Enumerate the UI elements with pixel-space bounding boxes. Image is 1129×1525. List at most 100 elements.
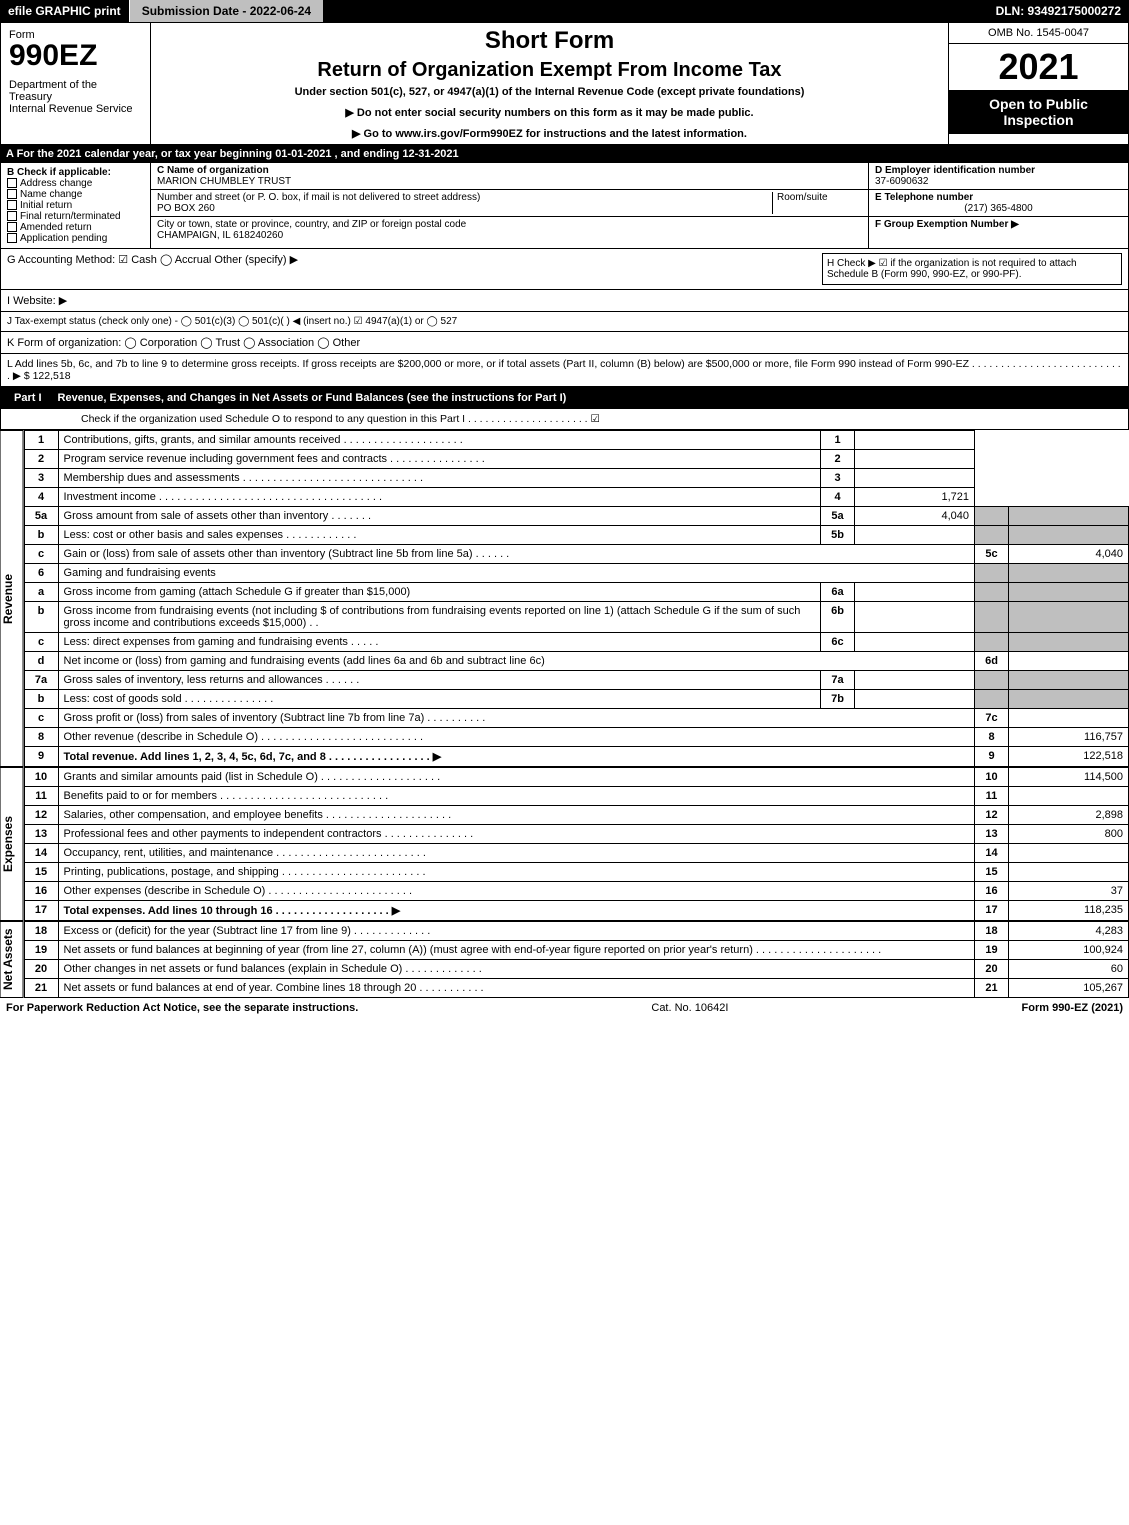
b-opt-0: Address change xyxy=(7,178,144,189)
line-text: Other revenue (describe in Schedule O) .… xyxy=(58,728,974,747)
line-text: Membership dues and assessments . . . . … xyxy=(58,469,820,488)
line-text: Salaries, other compensation, and employ… xyxy=(58,806,974,825)
col-b: B Check if applicable: Address change Na… xyxy=(1,163,151,248)
h-check: H Check ▶ ☑ if the organization is not r… xyxy=(822,253,1122,285)
table-row: 1Contributions, gifts, grants, and simil… xyxy=(24,431,1128,450)
part1-check: Check if the organization used Schedule … xyxy=(0,409,1129,430)
c-street-row: Number and street (or P. O. box, if mail… xyxy=(151,190,868,217)
b-opt-3-label: Final return/terminated xyxy=(20,211,121,222)
g-accounting: G Accounting Method: ☑ Cash ◯ Accrual Ot… xyxy=(7,253,822,285)
b-opt-1-label: Name change xyxy=(20,189,82,200)
street-label: Number and street (or P. O. box, if mail… xyxy=(157,192,480,203)
table-row: aGross income from gaming (attach Schedu… xyxy=(24,583,1128,602)
expenses-side: Expenses xyxy=(0,767,24,921)
table-row: cLess: direct expenses from gaming and f… xyxy=(24,633,1128,652)
form-header: Form 990EZ Department of the Treasury In… xyxy=(0,22,1129,145)
table-row: 8Other revenue (describe in Schedule O) … xyxy=(24,728,1128,747)
part1-header: Part I Revenue, Expenses, and Changes in… xyxy=(0,387,1129,409)
table-row: cGross profit or (loss) from sales of in… xyxy=(24,709,1128,728)
line-text: Less: cost of goods sold . . . . . . . .… xyxy=(58,690,820,709)
b-opt-5-label: Application pending xyxy=(20,233,107,244)
header-left: Form 990EZ Department of the Treasury In… xyxy=(1,23,151,144)
netassets-table: 18Excess or (deficit) for the year (Subt… xyxy=(24,921,1129,998)
line-text: Gross amount from sale of assets other t… xyxy=(64,510,372,522)
line-text: Excess or (deficit) for the year (Subtra… xyxy=(58,922,974,941)
part1-label: Part I xyxy=(6,390,50,406)
short-form-title: Short Form xyxy=(159,27,940,55)
expenses-section: Expenses 10Grants and similar amounts pa… xyxy=(0,767,1129,921)
line-text: Grants and similar amounts paid (list in… xyxy=(58,768,974,787)
f-label: F Group Exemption Number ▶ xyxy=(875,219,1019,230)
tax-year: 2021 xyxy=(949,44,1128,90)
phone-value: (217) 365-4800 xyxy=(875,203,1122,214)
table-row: bGross income from fundraising events (n… xyxy=(24,602,1128,633)
b-opt-4-label: Amended return xyxy=(20,222,92,233)
d-row: D Employer identification number 37-6090… xyxy=(869,163,1128,190)
revenue-side: Revenue xyxy=(0,430,24,767)
b-opt-2: Initial return xyxy=(7,200,144,211)
b-opt-2-label: Initial return xyxy=(20,200,72,211)
city-label: City or town, state or province, country… xyxy=(157,219,466,230)
table-row: 13Professional fees and other payments t… xyxy=(24,825,1128,844)
undersection: Under section 501(c), 527, or 4947(a)(1)… xyxy=(159,86,940,98)
line-text: Professional fees and other payments to … xyxy=(58,825,974,844)
section-a: A For the 2021 calendar year, or tax yea… xyxy=(0,145,1129,163)
line-text: Gaming and fundraising events xyxy=(58,564,974,583)
room-label: Room/suite xyxy=(772,192,862,214)
line-text: Gross sales of inventory, less returns a… xyxy=(58,671,820,690)
submission-date: Submission Date - 2022-06-24 xyxy=(130,0,323,22)
table-row: 4Investment income . . . . . . . . . . .… xyxy=(24,488,1128,507)
line-text: Less: cost or other basis and sales expe… xyxy=(58,526,820,545)
footer-mid: Cat. No. 10642I xyxy=(651,1002,728,1014)
dln: DLN: 93492175000272 xyxy=(988,0,1129,22)
col-c: C Name of organization MARION CHUMBLEY T… xyxy=(151,163,868,248)
line-text: Other expenses (describe in Schedule O) … xyxy=(58,882,974,901)
line-text: Other changes in net assets or fund bala… xyxy=(58,960,974,979)
instruction-2: ▶ Go to www.irs.gov/Form990EZ for instru… xyxy=(159,127,940,140)
b-opt-1: Name change xyxy=(7,189,144,200)
e-row: E Telephone number (217) 365-4800 xyxy=(869,190,1128,217)
line-5a: Gross amount from sale of assets other t… xyxy=(58,507,820,526)
line-text: Printing, publications, postage, and shi… xyxy=(58,863,974,882)
line-text: Gross income from fundraising events (no… xyxy=(58,602,820,633)
c-city-row: City or town, state or province, country… xyxy=(151,217,868,243)
line-text: Net assets or fund balances at end of ye… xyxy=(58,979,974,998)
ein-value: 37-6090632 xyxy=(875,176,928,187)
top-bar: efile GRAPHIC print Submission Date - 20… xyxy=(0,0,1129,22)
b-label: B Check if applicable: xyxy=(7,167,144,178)
d-label: D Employer identification number xyxy=(875,165,1035,176)
j-tax-exempt: J Tax-exempt status (check only one) - ◯… xyxy=(0,312,1129,332)
b-opt-5: Application pending xyxy=(7,233,144,244)
org-name: MARION CHUMBLEY TRUST xyxy=(157,176,291,187)
table-row: 11Benefits paid to or for members . . . … xyxy=(24,787,1128,806)
netassets-side: Net Assets xyxy=(0,921,24,998)
line-text: Investment income . . . . . . . . . . . … xyxy=(58,488,820,507)
c-name-label: C Name of organization xyxy=(157,165,269,176)
b-opt-3: Final return/terminated xyxy=(7,211,144,222)
omb-number: OMB No. 1545-0047 xyxy=(949,23,1128,44)
line-text: Gross profit or (loss) from sales of inv… xyxy=(58,709,974,728)
dept-label: Department of the Treasury Internal Reve… xyxy=(9,79,142,115)
table-row: cGain or (loss) from sale of assets othe… xyxy=(24,545,1128,564)
line-text: Contributions, gifts, grants, and simila… xyxy=(58,431,820,450)
part1-title: Revenue, Expenses, and Changes in Net As… xyxy=(58,392,567,404)
form-code: 990EZ xyxy=(9,39,142,73)
line-text: Benefits paid to or for members . . . . … xyxy=(58,787,974,806)
efile-label: efile GRAPHIC print xyxy=(0,0,130,22)
street-value: PO BOX 260 xyxy=(157,203,215,214)
expenses-table: 10Grants and similar amounts paid (list … xyxy=(24,767,1129,921)
k-form-org: K Form of organization: ◯ Corporation ◯ … xyxy=(0,332,1129,354)
line-text: Occupancy, rent, utilities, and maintena… xyxy=(58,844,974,863)
table-row: dNet income or (loss) from gaming and fu… xyxy=(24,652,1128,671)
table-row: 19Net assets or fund balances at beginni… xyxy=(24,941,1128,960)
line-text: Less: direct expenses from gaming and fu… xyxy=(58,633,820,652)
spacer xyxy=(323,0,987,22)
footer-left: For Paperwork Reduction Act Notice, see … xyxy=(6,1002,358,1014)
footer: For Paperwork Reduction Act Notice, see … xyxy=(0,998,1129,1018)
e-label: E Telephone number xyxy=(875,192,973,203)
table-row: 16Other expenses (describe in Schedule O… xyxy=(24,882,1128,901)
section-gh: G Accounting Method: ☑ Cash ◯ Accrual Ot… xyxy=(0,249,1129,290)
table-row: 7aGross sales of inventory, less returns… xyxy=(24,671,1128,690)
return-title: Return of Organization Exempt From Incom… xyxy=(159,59,940,82)
section-bcdef: B Check if applicable: Address change Na… xyxy=(0,163,1129,249)
